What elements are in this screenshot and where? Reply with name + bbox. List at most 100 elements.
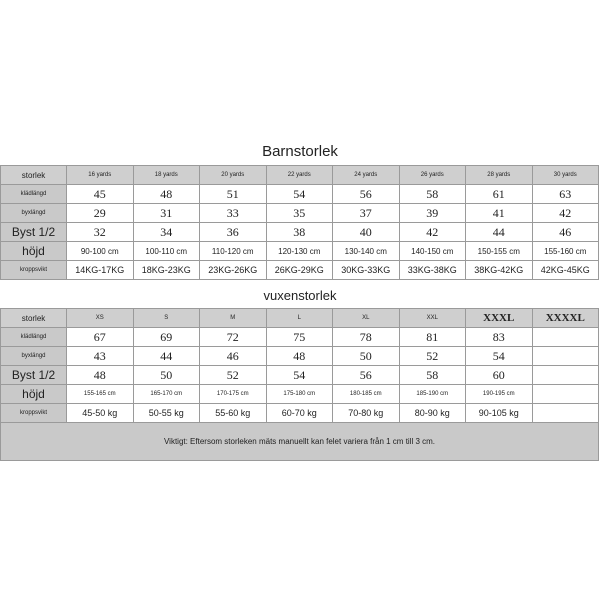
table-cell: 130-140 cm	[332, 241, 400, 261]
size-header-cell: 22 yards	[265, 165, 333, 185]
table-cell: 54	[465, 346, 533, 366]
table-row: kroppsvikt 45-50 kg 50-55 kg 55-60 kg 60-70 …	[0, 403, 599, 423]
table-cell: 44	[465, 222, 533, 242]
table-cell: 50	[332, 346, 400, 366]
table-cell: 35	[265, 203, 333, 223]
table-row: byxlängd 43 44 46 48 50 52 54	[0, 346, 599, 366]
table-cell: 44	[132, 346, 200, 366]
table-cell: 18KG-23KG	[132, 260, 200, 280]
table-cell: 38KG-42KG	[465, 260, 533, 280]
table-row: byxlängd 29 31 33 35 37 39 41 42	[0, 203, 599, 223]
table-cell: 78	[332, 327, 400, 347]
size-header-cell: XXXL	[465, 308, 533, 328]
table-cell: 155-165 cm	[66, 384, 134, 404]
table-cell: 170-175 cm	[199, 384, 267, 404]
table-cell: 46	[199, 346, 267, 366]
row-label: byxlängd	[0, 203, 67, 223]
table-cell: 155-160 cm	[531, 241, 599, 261]
table-cell	[531, 384, 599, 404]
table-cell: 48	[132, 184, 200, 204]
table-cell: 60-70 kg	[265, 403, 333, 423]
table-cell: 48	[66, 365, 134, 385]
table-cell: 23KG-26KG	[199, 260, 267, 280]
row-label: klädlängd	[0, 327, 67, 347]
size-header-cell: 20 yards	[199, 165, 267, 185]
table-cell: 58	[398, 365, 466, 385]
table-row: storlek 16 yards 18 yards 20 yards 22 yards 2…	[0, 165, 599, 185]
table-cell: 50-55 kg	[132, 403, 200, 423]
table-cell: 51	[199, 184, 267, 204]
table-cell: 26KG-29KG	[265, 260, 333, 280]
table-cell: 140-150 cm	[398, 241, 466, 261]
size-header-cell: L	[265, 308, 333, 328]
size-header-cell: 28 yards	[465, 165, 533, 185]
table-cell: 43	[66, 346, 134, 366]
table-cell: 190-195 cm	[465, 384, 533, 404]
table-cell: 83	[465, 327, 533, 347]
size-header-cell: 18 yards	[132, 165, 200, 185]
table-cell: 70-80 kg	[332, 403, 400, 423]
row-label: höjd	[0, 241, 67, 261]
adult-size-title: vuxenstorlek	[263, 288, 337, 303]
size-header-cell: S	[132, 308, 200, 328]
row-label: höjd	[0, 384, 67, 404]
table-row: klädlängd 67 69 72 75 78 81 83	[0, 327, 599, 347]
table-cell	[531, 403, 599, 423]
row-label: storlek	[0, 308, 67, 328]
kids-size-title: Barnstorlek	[262, 143, 338, 160]
table-cell: 175-180 cm	[265, 384, 333, 404]
row-label: Byst 1/2	[0, 365, 67, 385]
table-cell: 90-105 kg	[465, 403, 533, 423]
table-cell: 54	[265, 184, 333, 204]
size-header-cell: 24 yards	[332, 165, 400, 185]
table-cell: 54	[265, 365, 333, 385]
table-cell: 81	[398, 327, 466, 347]
table-cell: 56	[332, 365, 400, 385]
table-cell: 55-60 kg	[199, 403, 267, 423]
table-cell: 46	[531, 222, 599, 242]
table-cell: 31	[132, 203, 200, 223]
table-cell: 41	[465, 203, 533, 223]
row-label: Byst 1/2	[0, 222, 67, 242]
table-cell: 33KG-38KG	[398, 260, 466, 280]
size-header-cell: XXXXL	[531, 308, 599, 328]
table-cell: 52	[398, 346, 466, 366]
table-cell: 185-190 cm	[398, 384, 466, 404]
table-cell: 75	[265, 327, 333, 347]
table-cell: 150-155 cm	[465, 241, 533, 261]
table-cell: 58	[398, 184, 466, 204]
table-cell: 110-120 cm	[199, 241, 267, 261]
table-cell: 38	[265, 222, 333, 242]
kids-size-table: storlek 16 yards 18 yards 20 yards 22 yards 2…	[0, 165, 599, 280]
table-cell: 45-50 kg	[66, 403, 134, 423]
table-cell: 42	[398, 222, 466, 242]
table-cell: 39	[398, 203, 466, 223]
table-cell: 80-90 kg	[398, 403, 466, 423]
size-header-cell: XS	[66, 308, 134, 328]
table-row: höjd 90-100 cm 100-110 cm 110-120 cm 120-130…	[0, 241, 599, 261]
table-cell: 36	[199, 222, 267, 242]
table-cell: 100-110 cm	[132, 241, 200, 261]
row-label: klädlängd	[0, 184, 67, 204]
table-cell: 45	[66, 184, 134, 204]
size-header-cell: 30 yards	[531, 165, 599, 185]
table-cell: 33	[199, 203, 267, 223]
table-cell: 56	[332, 184, 400, 204]
table-cell: 42	[531, 203, 599, 223]
table-cell	[531, 327, 599, 347]
table-row: höjd 155-165 cm 165-170 cm 170-175 cm 175-18…	[0, 384, 599, 404]
table-cell: 63	[531, 184, 599, 204]
table-cell: 30KG-33KG	[332, 260, 400, 280]
table-cell: 52	[199, 365, 267, 385]
table-cell: 90-100 cm	[66, 241, 134, 261]
table-cell: 40	[332, 222, 400, 242]
table-cell	[531, 346, 599, 366]
measurement-note: Viktigt: Eftersom storleken mäts manuell…	[0, 422, 599, 461]
table-cell: 61	[465, 184, 533, 204]
table-cell: 34	[132, 222, 200, 242]
table-cell	[531, 365, 599, 385]
size-header-cell: 16 yards	[66, 165, 134, 185]
table-row: Byst 1/2 32 34 36 38 40 42 44 46	[0, 222, 599, 242]
adult-size-table: storlek XS S M L XL XXL XXXL XXXXL klädlängd 67 69 7…	[0, 308, 599, 461]
size-header-cell: M	[199, 308, 267, 328]
